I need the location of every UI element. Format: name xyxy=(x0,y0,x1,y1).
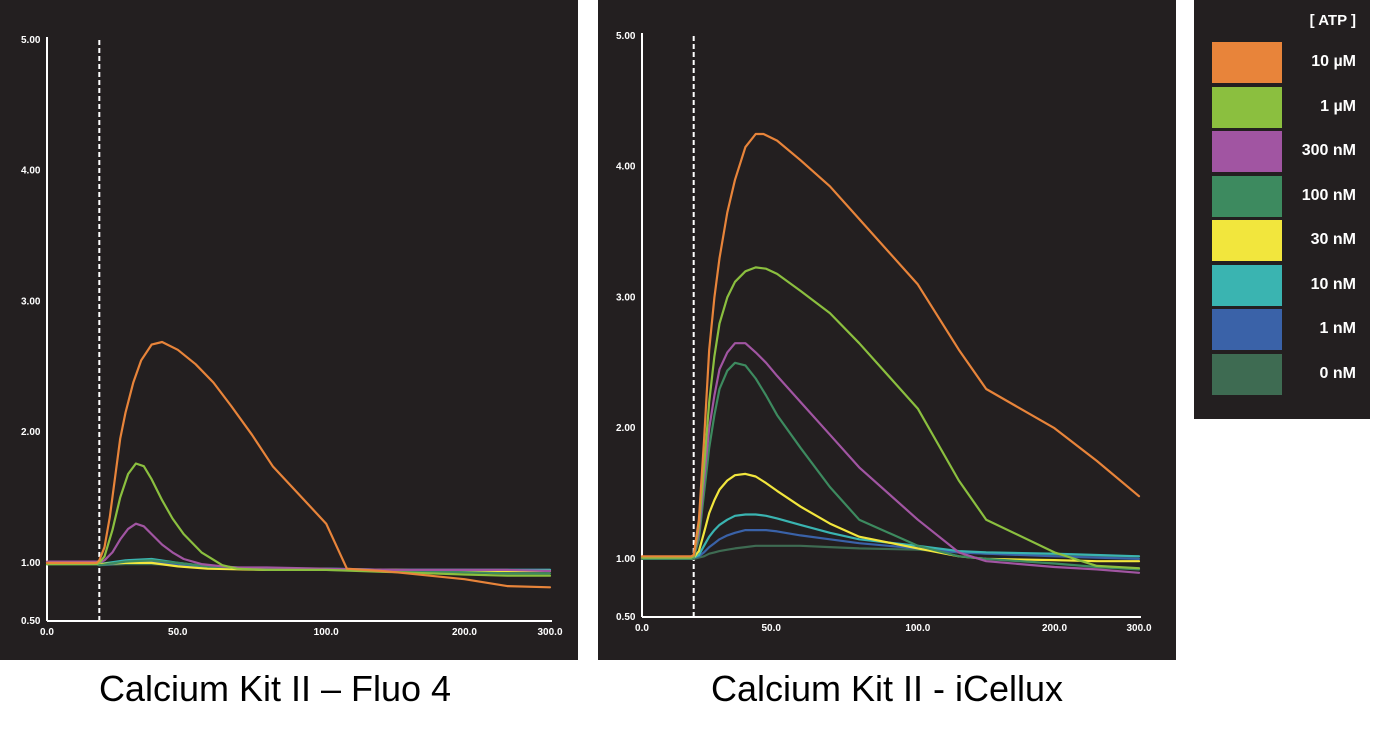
x-tick-label: 0.0 xyxy=(635,623,649,634)
series-line xyxy=(45,462,552,577)
fluo4-chart-svg: 0.50 1.00 2.00 3.00 4.00 5.00 0.0 50.0 100.0 200.… xyxy=(21,35,563,638)
y-tick-label: 0.50 xyxy=(21,616,41,627)
y-tick-label: 3.00 xyxy=(21,296,41,307)
y-tick-label: 1.00 xyxy=(21,558,41,569)
legend-label: 1 µM xyxy=(1320,97,1356,115)
x-tick-label: 100.0 xyxy=(905,623,930,634)
x-tick-label: 50.0 xyxy=(761,623,781,634)
icellux-chart-svg: 0.50 1.00 2.00 3.00 4.00 5.00 0.0 50.0 100.0 200.… xyxy=(616,31,1152,634)
y-tick-label: 4.00 xyxy=(21,166,41,177)
legend-item: 300 nM xyxy=(1194,131,1370,175)
legend-swatch xyxy=(1212,175,1282,217)
series-line xyxy=(640,361,1141,571)
x-tick-label: 200.0 xyxy=(1042,623,1067,634)
legend: [ ATP ] 10 µM 1 µM 300 nM 100 nM 30 nM 10 nM 1… xyxy=(1194,0,1370,419)
legend-item: 0 nM xyxy=(1194,353,1370,398)
legend-label: 10 µM xyxy=(1311,53,1356,70)
legend-item: 1 nM xyxy=(1194,309,1370,353)
y-tick-label: 3.00 xyxy=(616,292,636,303)
x-tick-label: 300.0 xyxy=(537,627,562,638)
legend-swatch xyxy=(1212,264,1282,306)
legend-label: 10 nM xyxy=(1310,275,1356,293)
y-tick-label: 2.00 xyxy=(616,423,636,434)
legend-item: 1 µM xyxy=(1194,86,1370,131)
y-tick-label: 5.00 xyxy=(616,31,636,42)
legend-label: 1 nM xyxy=(1319,320,1356,337)
chart-title-fluo4: Calcium Kit II – Fluo 4 xyxy=(98,668,452,709)
legend-label: 100 nM xyxy=(1301,186,1356,204)
legend-swatch xyxy=(1212,309,1282,350)
x-tick-label: 0.0 xyxy=(40,627,54,638)
x-tick-label: 100.0 xyxy=(314,627,339,638)
legend-title: [ ATP ] xyxy=(1309,12,1356,29)
series-line xyxy=(45,559,552,575)
y-tick-label: 2.00 xyxy=(21,427,41,438)
legend-label: 30 nM xyxy=(1310,231,1356,248)
y-tick-label: 4.00 xyxy=(616,162,636,173)
y-tick-label: 5.00 xyxy=(21,35,41,46)
legend-label: 0 nM xyxy=(1319,364,1356,382)
x-tick-label: 200.0 xyxy=(452,627,477,638)
series-line xyxy=(640,513,1141,561)
legend-swatch xyxy=(1212,131,1282,172)
series-line xyxy=(45,340,552,589)
chart-panel-fluo4: 0.50 1.00 2.00 3.00 4.00 5.00 0.0 50.0 100.0 200.… xyxy=(0,0,578,660)
legend-item: 100 nM xyxy=(1194,175,1370,220)
legend-item: 10 µM xyxy=(1194,42,1370,86)
legend-item: 10 nM xyxy=(1194,264,1370,309)
y-tick-label: 0.50 xyxy=(616,612,636,623)
chart-title-icellux: Calcium Kit II - iCellux xyxy=(710,668,1064,709)
legend-item: 30 nM xyxy=(1194,220,1370,264)
series-line xyxy=(640,132,1141,558)
legend-swatch xyxy=(1212,86,1282,128)
legend-swatch xyxy=(1212,353,1282,395)
chart-panel-icellux: 0.50 1.00 2.00 3.00 4.00 5.00 0.0 50.0 100.0 200.… xyxy=(598,0,1176,660)
y-tick-label: 1.00 xyxy=(616,554,636,565)
legend-label: 300 nM xyxy=(1301,142,1356,159)
legend-swatch xyxy=(1212,42,1282,83)
series-line xyxy=(640,266,1141,570)
legend-swatch xyxy=(1212,220,1282,261)
x-tick-label: 300.0 xyxy=(1126,623,1151,634)
x-tick-label: 50.0 xyxy=(168,627,188,638)
